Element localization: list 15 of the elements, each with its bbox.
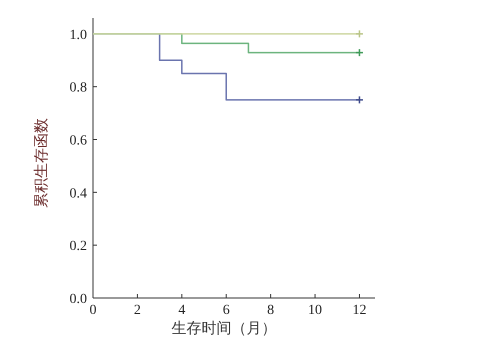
- x-axis-title: 生存时间（月）: [172, 320, 276, 337]
- y-tick-label: 0.6: [70, 134, 87, 149]
- x-tick-label: 10: [308, 303, 322, 318]
- y-tick-label: 0.8: [70, 80, 87, 96]
- x-tick-label: 2: [134, 303, 141, 318]
- y-tick-label: 0.0: [70, 292, 87, 307]
- x-tick-label: 12: [352, 303, 366, 318]
- y-tick-label: 1.0: [70, 28, 87, 43]
- x-tick-label: 8: [267, 303, 274, 318]
- x-tick-label: 0: [90, 303, 96, 318]
- y-tick-label: 0.4: [70, 186, 87, 202]
- x-tick-label: 6: [222, 303, 230, 318]
- y-tick-label: 0.2: [70, 239, 87, 254]
- x-tick-label: 4: [178, 303, 186, 318]
- y-axis-title: 累积生存函数: [33, 118, 50, 208]
